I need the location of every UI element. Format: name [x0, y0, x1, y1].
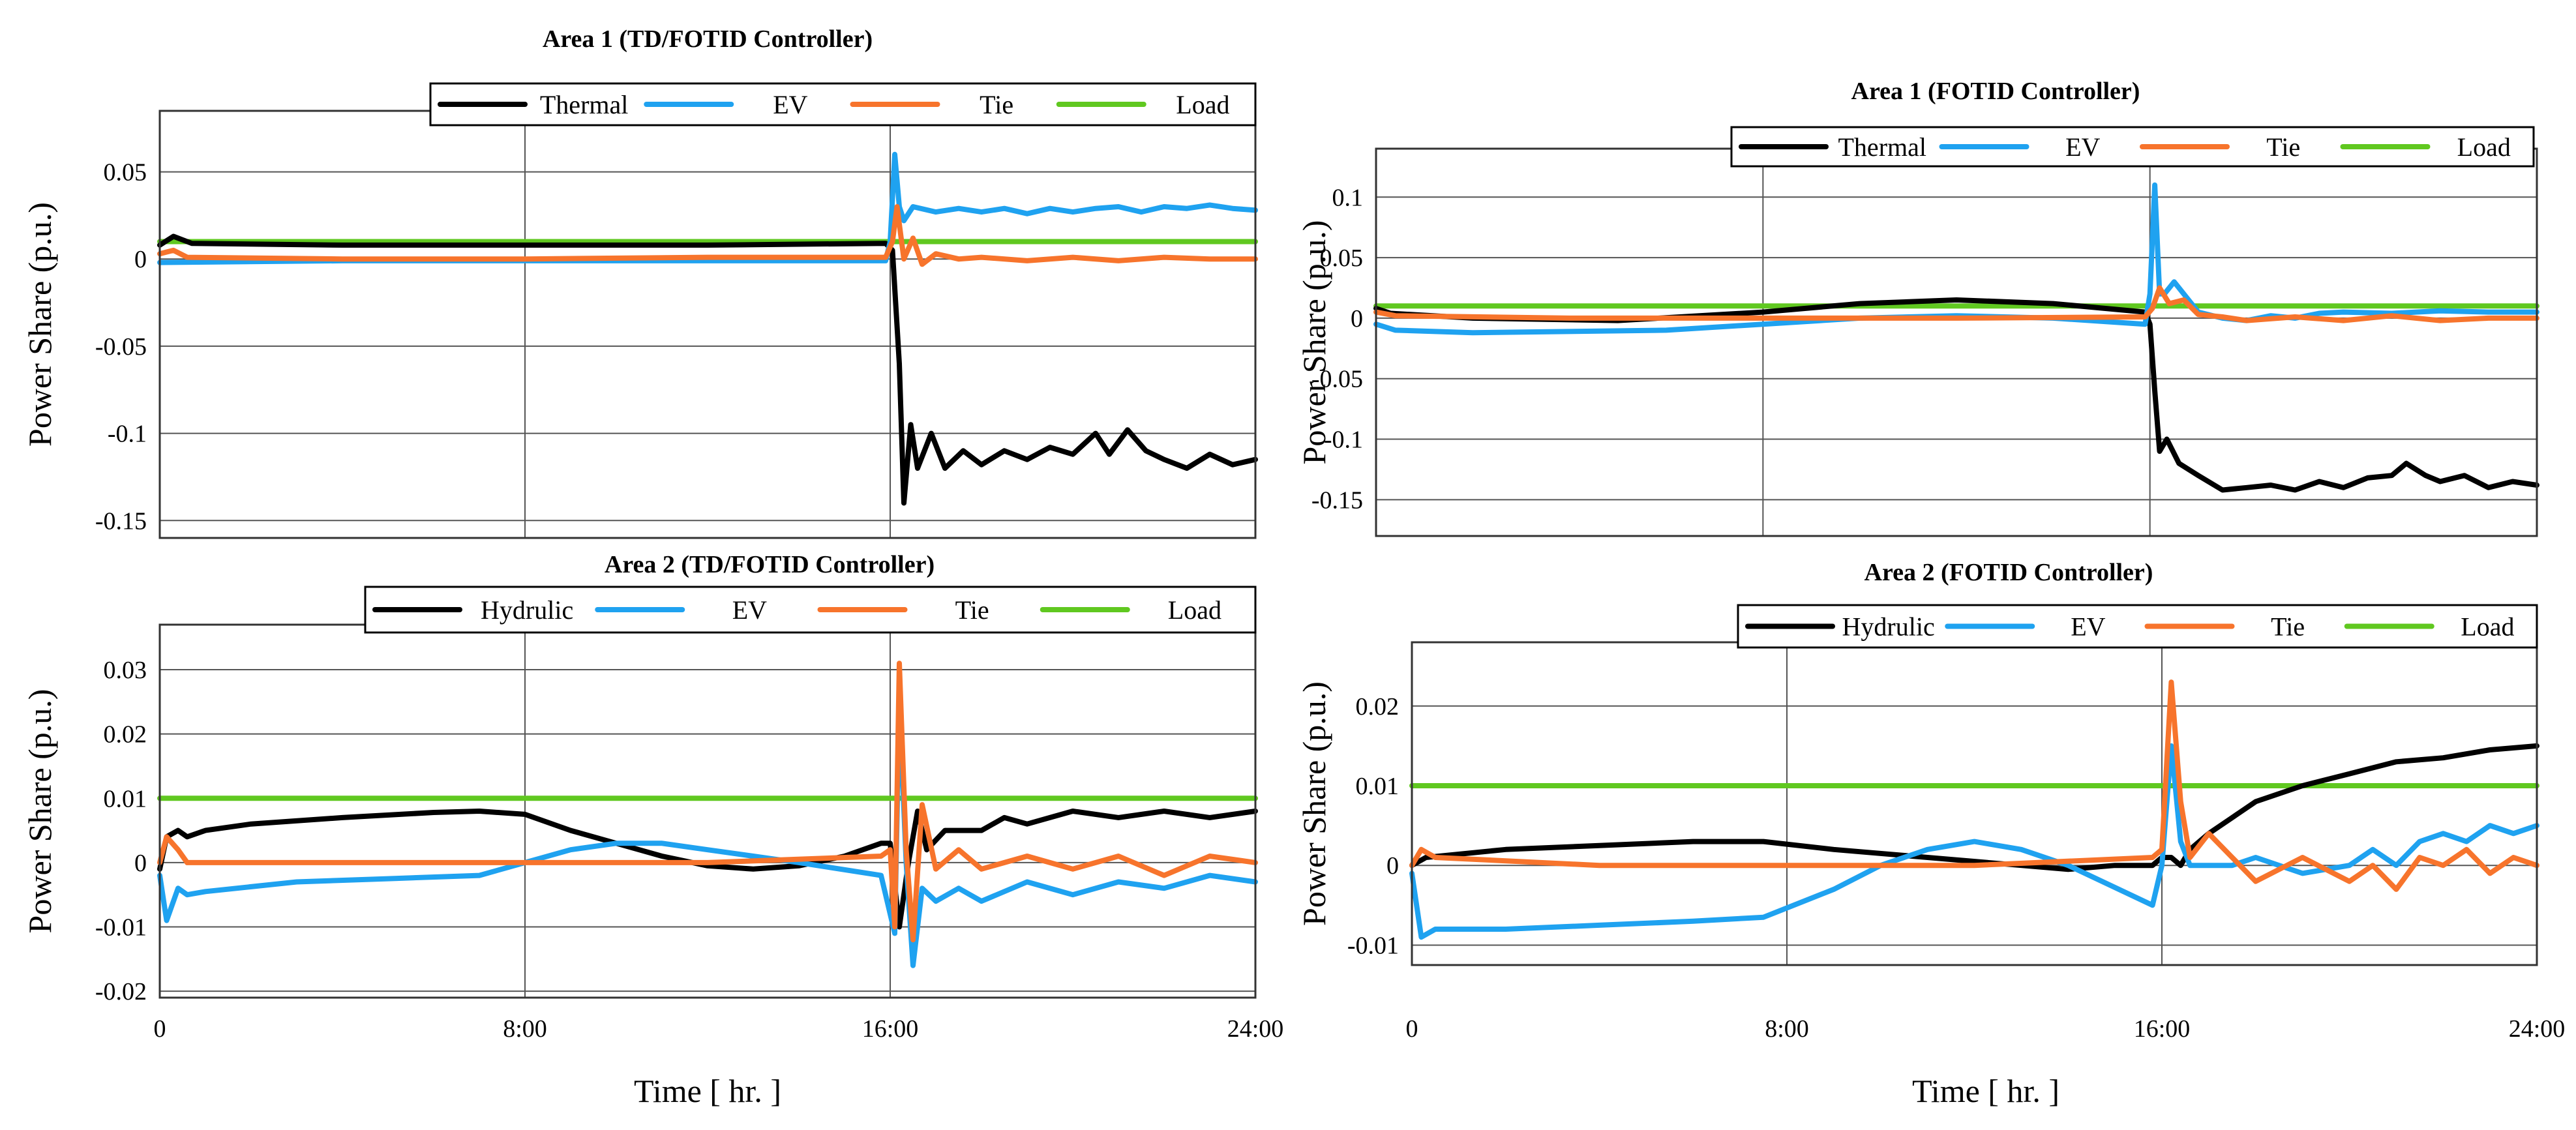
y-tick-label: -0.01 [1347, 932, 1399, 959]
legend-label-ev: EV [773, 90, 807, 119]
y-tick-label: 0.01 [1356, 773, 1400, 800]
legend-label-thermal: Thermal [1838, 132, 1927, 162]
series-line-ev [157, 699, 1258, 968]
chart-title: Area 1 (FOTID Controller) [1851, 78, 2140, 105]
chart-title: Area 1 (TD/FOTID Controller) [543, 25, 873, 53]
y-tick-label: -0.15 [1311, 486, 1363, 514]
plots-layer: Area 1 (TD/FOTID Controller) 0.05 0 -0.05 -0… [22, 25, 2565, 1043]
y-tick-label: 0.02 [1356, 693, 1400, 721]
series-line-ev [1409, 743, 2539, 940]
y-tick-label: 0.05 [104, 159, 147, 186]
y-tick-label: 0.03 [104, 657, 147, 684]
legend-label-hydrulic: Hydrulic [481, 595, 573, 625]
legend-label-ev: EV [2071, 612, 2105, 642]
y-tick-label: 0.01 [104, 785, 147, 812]
series-line-ev [157, 151, 1258, 265]
x-tick-label: 8:00 [1765, 1015, 1809, 1043]
y-axis-label: Power Share (p.u.) [22, 689, 58, 934]
legend-label-ev: EV [732, 595, 767, 625]
x-tick-label: 16:00 [2134, 1015, 2191, 1043]
chart-p1: Area 1 (TD/FOTID Controller) 0.05 0 -0.05 -0… [22, 25, 1258, 539]
legend-label-tie: Tie [2271, 612, 2305, 642]
y-tick-label: 0.05 [1320, 245, 1364, 272]
y-axis-label: Power Share (p.u.) [22, 202, 58, 447]
legend-label-tie: Tie [2266, 132, 2300, 162]
y-axis-label: Power Share (p.u.) [1296, 681, 1332, 926]
chart-p4: Area 2 (FOTID Controller) 0.02 0.01 0 -0.01 0… [1296, 559, 2565, 1043]
legend-label-load: Load [2457, 132, 2511, 162]
x-tick-label: 16:00 [862, 1015, 919, 1043]
series-line-thermal [157, 233, 1258, 506]
legend-label-thermal: Thermal [540, 90, 629, 119]
series-line-tie [1409, 679, 2539, 892]
series-line-tie [157, 204, 1258, 267]
plot-frame [158, 110, 1257, 539]
x-tick-label: 8:00 [503, 1015, 547, 1043]
y-tick-label: 0.02 [104, 721, 147, 749]
y-tick-label: -0.01 [95, 914, 147, 942]
chart-p3: Area 2 (TD/FOTID Controller) 0.03 0.02 0.01… [22, 551, 1283, 1043]
legend-label-hydrulic: Hydrulic [1842, 612, 1935, 642]
legend-label-load: Load [1168, 595, 1221, 625]
x-tick-label: 24:00 [2509, 1015, 2566, 1043]
chart-p2: Area 1 (FOTID Controller) 0.1 0.05 0 -0.05 -0… [1296, 78, 2539, 537]
y-tick-label: 0 [1351, 305, 1363, 333]
y-tick-label: -0.05 [1311, 366, 1363, 393]
y-tick-label: -0.1 [108, 421, 147, 448]
x-tick-label: 0 [1406, 1015, 1418, 1043]
series-line-thermal [1373, 297, 2539, 493]
legend-label-tie: Tie [980, 90, 1013, 119]
legend-label-load: Load [2461, 612, 2514, 642]
series-line-tie [1373, 285, 2539, 323]
series-line-hydrulic [157, 809, 1258, 930]
y-tick-label: 0 [1386, 852, 1399, 880]
x-axis-label-left: Time [ hr. ] [634, 1073, 781, 1109]
y-tick-label: -0.1 [1324, 426, 1363, 454]
series-line-tie [157, 661, 1258, 943]
plot-frame [1411, 641, 2538, 966]
x-tick-label: 24:00 [1227, 1015, 1284, 1043]
y-axis-label: Power Share (p.u.) [1296, 220, 1332, 465]
y-tick-label: -0.02 [95, 978, 147, 1005]
chart-title: Area 2 (TD/FOTID Controller) [605, 551, 935, 578]
legend-label-load: Load [1176, 90, 1229, 119]
y-tick-label: -0.15 [95, 507, 147, 535]
legend-label-tie: Tie [955, 595, 989, 625]
series-line-ev [1373, 182, 2539, 336]
legend-box [1730, 126, 2535, 168]
y-tick-label: 0.1 [1332, 184, 1364, 211]
x-tick-label: 0 [154, 1015, 166, 1043]
y-tick-label: -0.05 [95, 333, 147, 361]
x-axis-label-right: Time [ hr. ] [1912, 1073, 2059, 1109]
y-tick-label: 0 [134, 246, 147, 273]
y-tick-label: 0 [134, 850, 147, 877]
chart-title: Area 2 (FOTID Controller) [1865, 559, 2153, 586]
legend-label-ev: EV [2065, 132, 2100, 162]
